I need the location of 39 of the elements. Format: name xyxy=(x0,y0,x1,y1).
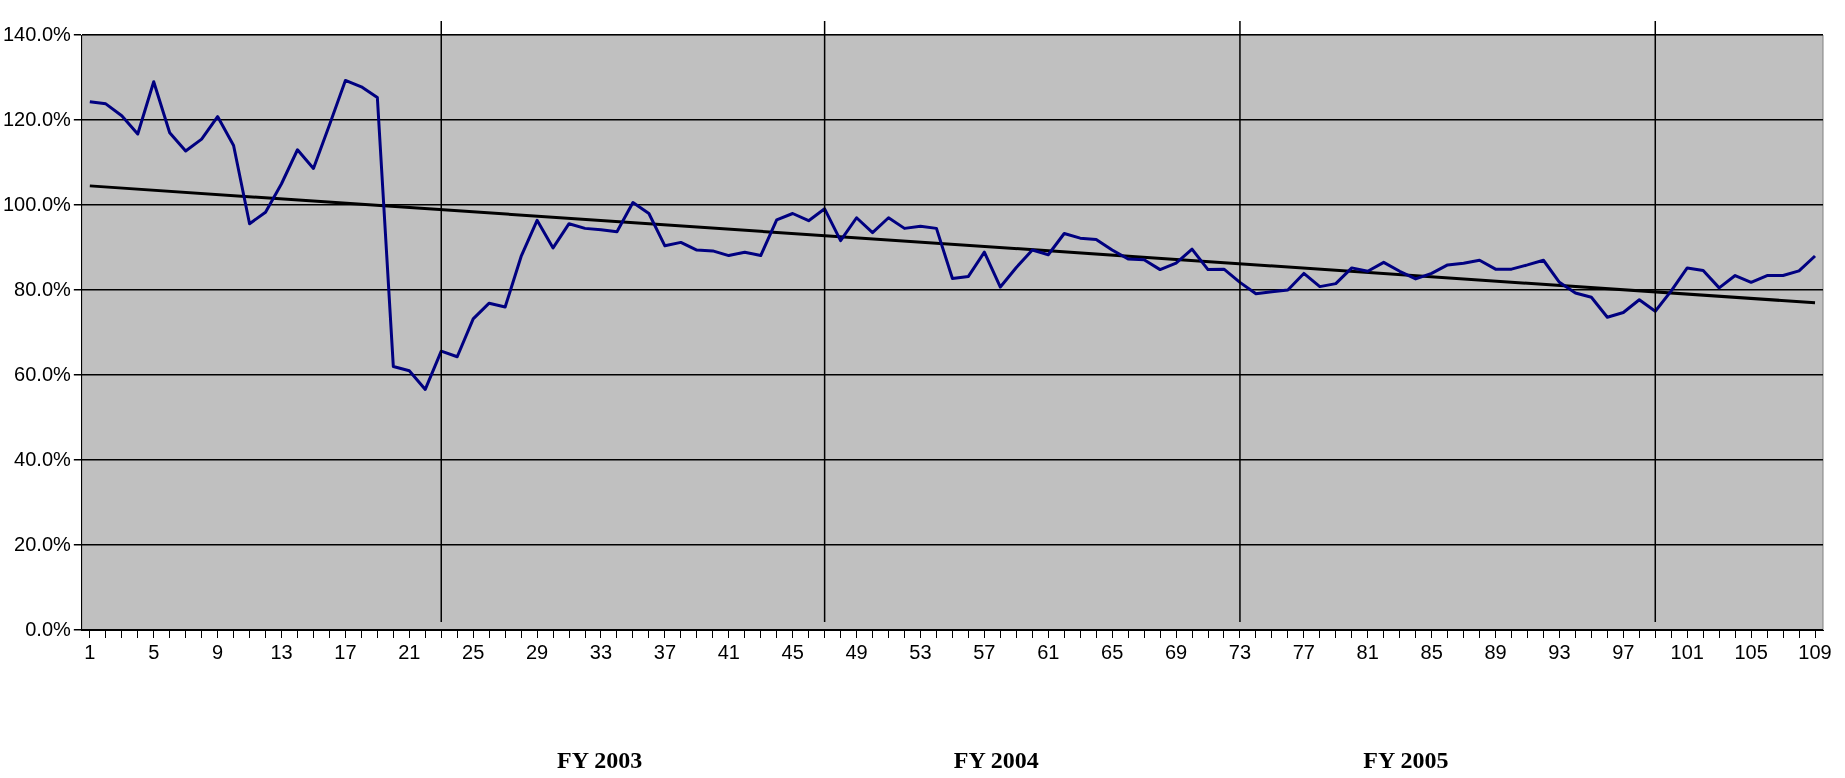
y-tick-label: 40.0% xyxy=(14,447,72,470)
x-tick-label: 29 xyxy=(525,640,549,663)
x-tick-label: 53 xyxy=(909,640,932,663)
y-tick-label: 140.0% xyxy=(2,22,72,45)
x-tick-label: 101 xyxy=(1670,640,1704,663)
y-tick-label: 120.0% xyxy=(2,107,72,130)
y-tick-label: 80.0% xyxy=(14,277,72,300)
x-tick-label: 37 xyxy=(653,640,677,663)
x-tick-label: 33 xyxy=(589,640,613,663)
x-tick-label: 57 xyxy=(973,640,996,663)
x-tick-label: 61 xyxy=(1037,640,1060,663)
x-tick-label: 105 xyxy=(1734,640,1768,663)
y-tick-label: 60.0% xyxy=(14,362,72,385)
text: FY 2004 xyxy=(953,747,1039,774)
x-tick-label: 89 xyxy=(1484,640,1507,663)
x-tick-label: 25 xyxy=(462,640,485,663)
x-tick-label: 1 xyxy=(84,640,96,663)
x-tick-label: 49 xyxy=(845,640,868,663)
x-tick-label: 21 xyxy=(398,640,421,663)
x-tick-label: 45 xyxy=(781,640,804,663)
y-tick-label: 20.0% xyxy=(14,532,72,555)
x-tick-label: 5 xyxy=(148,640,160,663)
y-tick-label: 100.0% xyxy=(2,192,72,215)
x-tick-label: 13 xyxy=(270,640,293,663)
text: FY 2005 xyxy=(1363,747,1449,774)
x-tick-label: 81 xyxy=(1356,640,1379,663)
x-tick-label: 69 xyxy=(1164,640,1188,663)
x-tick-label: 85 xyxy=(1420,640,1443,663)
x-tick-label: 77 xyxy=(1292,640,1315,663)
x-tick-label: 9 xyxy=(212,640,224,663)
x-tick-label: 73 xyxy=(1228,640,1252,663)
x-tick-label: 17 xyxy=(334,640,357,663)
x-tick-label: 97 xyxy=(1612,640,1635,663)
x-tick-label: 109 xyxy=(1798,640,1832,663)
y-tick-label: 0.0% xyxy=(25,617,72,640)
x-tick-label: 65 xyxy=(1101,640,1124,663)
x-tick-label: 93 xyxy=(1548,640,1571,663)
text: FY 2003 xyxy=(557,747,643,774)
x-tick-label: 41 xyxy=(717,640,740,663)
